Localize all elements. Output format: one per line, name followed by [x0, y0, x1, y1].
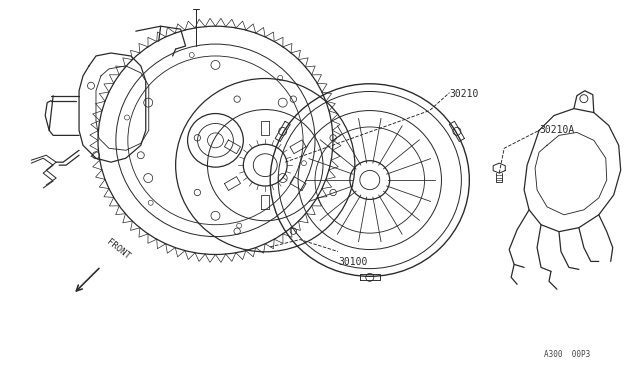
Text: 30210: 30210: [449, 89, 479, 99]
Text: A300  00P3: A300 00P3: [544, 350, 590, 359]
Text: 30210A: 30210A: [539, 125, 574, 135]
Text: 30100: 30100: [338, 257, 367, 267]
Text: FRONT: FRONT: [105, 238, 132, 262]
